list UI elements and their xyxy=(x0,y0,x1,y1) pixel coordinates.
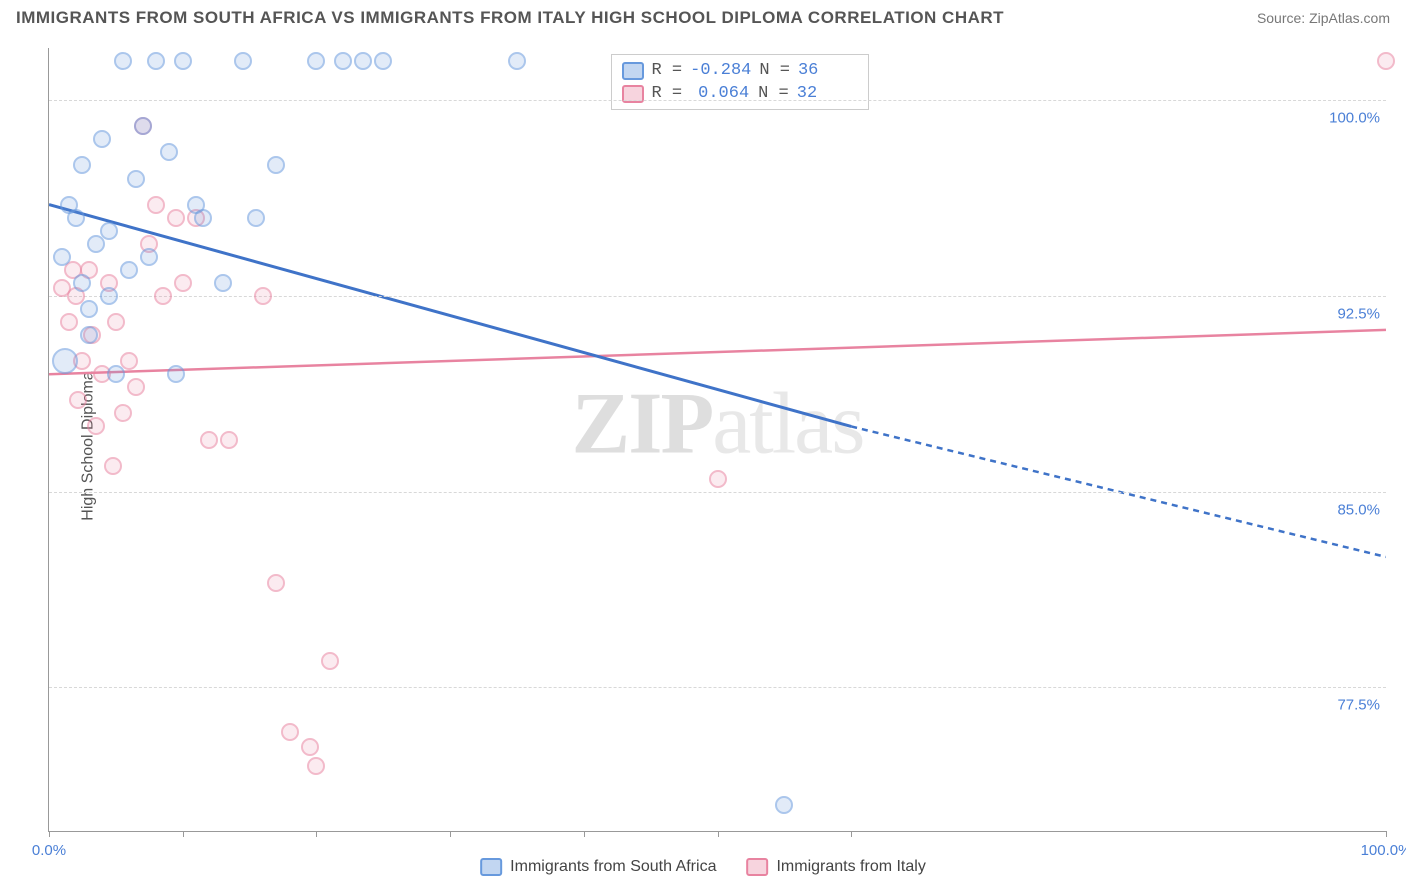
data-point xyxy=(374,52,392,70)
data-point xyxy=(107,313,125,331)
data-point xyxy=(80,326,98,344)
x-tick xyxy=(1386,831,1387,837)
data-point xyxy=(267,156,285,174)
data-point xyxy=(281,723,299,741)
x-tick xyxy=(718,831,719,837)
x-tick xyxy=(851,831,852,837)
y-tick-label: 100.0% xyxy=(1329,110,1380,127)
data-point xyxy=(69,391,87,409)
x-tick xyxy=(183,831,184,837)
data-point xyxy=(100,287,118,305)
data-point xyxy=(80,300,98,318)
data-point xyxy=(134,117,152,135)
data-point xyxy=(154,287,172,305)
data-point xyxy=(60,313,78,331)
y-tick-label: 85.0% xyxy=(1337,501,1380,518)
data-point xyxy=(67,209,85,227)
data-point xyxy=(1377,52,1395,70)
data-point xyxy=(220,431,238,449)
x-tick-label: 0.0% xyxy=(32,842,66,859)
data-point xyxy=(127,378,145,396)
gridline xyxy=(49,296,1386,297)
gridline xyxy=(49,687,1386,688)
x-tick xyxy=(49,831,50,837)
data-point xyxy=(321,652,339,670)
data-point xyxy=(120,261,138,279)
data-point xyxy=(307,757,325,775)
data-point xyxy=(140,248,158,266)
data-point xyxy=(114,404,132,422)
data-point xyxy=(334,52,352,70)
legend-swatch-a xyxy=(622,62,644,80)
y-tick-label: 77.5% xyxy=(1337,697,1380,714)
data-point xyxy=(53,248,71,266)
legend-series: Immigrants from South Africa Immigrants … xyxy=(480,858,926,876)
data-point xyxy=(107,365,125,383)
data-point xyxy=(775,796,793,814)
x-tick xyxy=(450,831,451,837)
data-point xyxy=(234,52,252,70)
trend-lines xyxy=(49,48,1386,831)
data-point xyxy=(247,209,265,227)
gridline xyxy=(49,492,1386,493)
legend-correlation: R = -0.284 N = 36 R = 0.064 N = 32 xyxy=(611,54,869,110)
data-point xyxy=(87,417,105,435)
data-point xyxy=(120,352,138,370)
data-point xyxy=(167,209,185,227)
data-point xyxy=(214,274,232,292)
legend-swatch-a-icon xyxy=(480,858,502,876)
legend-swatch-b-icon xyxy=(746,858,768,876)
data-point xyxy=(114,52,132,70)
data-point xyxy=(301,738,319,756)
data-point xyxy=(267,574,285,592)
data-point xyxy=(354,52,372,70)
y-tick-label: 92.5% xyxy=(1337,305,1380,322)
data-point xyxy=(194,209,212,227)
data-point xyxy=(174,274,192,292)
data-point xyxy=(254,287,272,305)
x-tick xyxy=(584,831,585,837)
data-point xyxy=(147,52,165,70)
x-tick xyxy=(316,831,317,837)
data-point xyxy=(87,235,105,253)
source-attribution: Source: ZipAtlas.com xyxy=(1257,10,1390,26)
data-point xyxy=(73,274,91,292)
x-tick-label: 100.0% xyxy=(1361,842,1406,859)
gridline xyxy=(49,100,1386,101)
legend-label-a: Immigrants from South Africa xyxy=(510,858,716,876)
data-point xyxy=(100,222,118,240)
watermark: ZIPatlas xyxy=(572,373,864,474)
data-point xyxy=(508,52,526,70)
data-point xyxy=(104,457,122,475)
data-point xyxy=(127,170,145,188)
chart-title: IMMIGRANTS FROM SOUTH AFRICA VS IMMIGRAN… xyxy=(16,8,1004,28)
data-point xyxy=(709,470,727,488)
data-point xyxy=(93,130,111,148)
data-point xyxy=(174,52,192,70)
chart-plot-area: ZIPatlas R = -0.284 N = 36 R = 0.064 N =… xyxy=(48,48,1386,832)
data-point xyxy=(160,143,178,161)
data-point xyxy=(307,52,325,70)
data-point xyxy=(52,348,78,374)
data-point xyxy=(147,196,165,214)
data-point xyxy=(73,156,91,174)
legend-label-b: Immigrants from Italy xyxy=(776,858,925,876)
data-point xyxy=(167,365,185,383)
data-point xyxy=(200,431,218,449)
